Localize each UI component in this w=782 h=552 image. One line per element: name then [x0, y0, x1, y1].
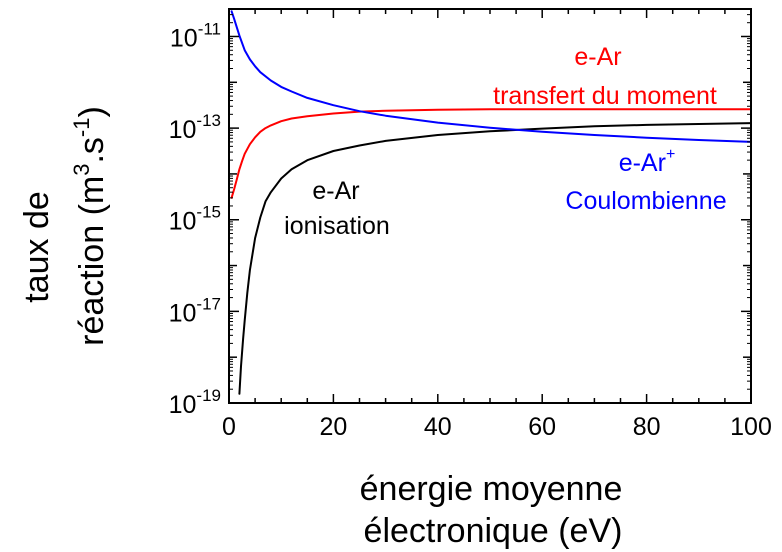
x-axis-label-line2: électronique (eV)	[364, 512, 623, 550]
series-label-ionisation-line2: ionisation	[284, 212, 390, 240]
x-tick-label: 80	[633, 413, 661, 441]
y-tick-label-base: 10	[169, 208, 197, 236]
y-tick-label: 10-13	[169, 111, 221, 144]
series-label-momentum-line2: transfert du moment	[493, 82, 717, 110]
y-axis-label-line2: réaction (m3.s-1)	[69, 106, 111, 346]
x-tick-label: 60	[528, 413, 556, 441]
y-axis-label-sup-a: 3	[69, 164, 94, 176]
y-tick-label-base: 10	[170, 24, 198, 52]
y-tick-label-exponent: -15	[196, 203, 221, 222]
y-tick-label-exponent: -17	[196, 294, 221, 313]
y-tick-label-exponent: -19	[196, 386, 221, 405]
y-axis-label-part-b: .s	[73, 137, 111, 163]
y-tick-label-exponent: -11	[198, 19, 221, 38]
y-tick-label: 10-17	[169, 294, 221, 327]
series-line-ionisation	[239, 123, 751, 394]
y-axis-label-sup-b: -1	[69, 118, 94, 138]
y-tick-label-base: 10	[169, 391, 197, 419]
x-tick-label: 20	[319, 413, 347, 441]
series-label-ionisation-line1: e-Ar	[312, 177, 359, 205]
x-axis-label-line1: énergie moyenne	[360, 470, 623, 508]
y-tick-label-base: 10	[169, 116, 197, 144]
y-tick-label: 10-15	[169, 203, 221, 236]
y-tick-label-base: 10	[169, 299, 197, 327]
y-axis-label-line1: taux de	[18, 191, 56, 303]
series-line-coulomb	[232, 11, 751, 142]
x-tick-label: 40	[424, 413, 452, 441]
y-tick-label: 10-11	[170, 19, 221, 52]
y-tick-label-exponent: -13	[196, 111, 221, 130]
series-label-coulomb-line2: Coulombienne	[565, 187, 726, 215]
x-tick-label: 0	[222, 413, 236, 441]
y-tick-label: 10-19	[169, 386, 221, 419]
x-tick-label: 100	[730, 413, 772, 441]
y-axis-label-part-a: réaction (m	[73, 176, 111, 346]
series-label-momentum-line1: e-Ar	[574, 43, 621, 71]
y-axis-label-part-c: )	[73, 106, 111, 117]
series-label-coulomb-line1: e-Ar+	[619, 146, 676, 177]
series-label-coulomb-sup: +	[666, 146, 675, 163]
series-label-coulomb-base: e-Ar	[619, 149, 666, 177]
